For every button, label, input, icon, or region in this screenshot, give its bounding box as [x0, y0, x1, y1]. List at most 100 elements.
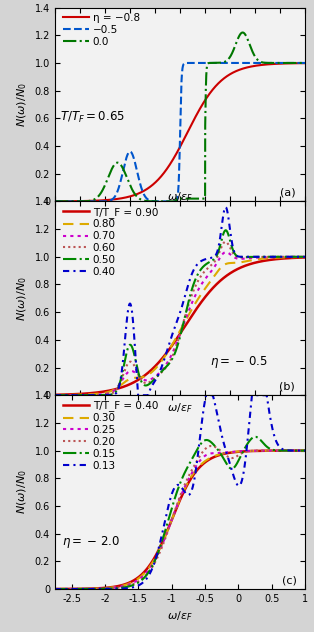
−0.5 — [283, 59, 287, 67]
η = −0.8 — [283, 59, 287, 67]
0.40 — [303, 253, 307, 260]
0.0 — [172, 198, 176, 205]
0.70 — [172, 346, 176, 353]
0.80 — [158, 359, 162, 367]
−0.5 — [172, 198, 176, 205]
0.15 — [283, 447, 287, 454]
0.15 — [158, 544, 162, 551]
T/T_F = 0.40 — [160, 539, 164, 547]
−0.5 — [296, 59, 300, 67]
Text: $T/T_F = 0.65$: $T/T_F = 0.65$ — [60, 110, 125, 125]
Text: $\eta = -\,0.5$: $\eta = -\,0.5$ — [210, 354, 268, 370]
0.50 — [224, 226, 228, 234]
0.40 — [296, 253, 300, 260]
0.13 — [158, 538, 162, 546]
Line: 0.25: 0.25 — [55, 451, 305, 589]
0.60 — [283, 253, 287, 260]
0.0 — [158, 198, 162, 205]
0.30 — [235, 448, 239, 456]
0.40 — [53, 391, 57, 399]
T/T_F = 0.90 — [158, 357, 162, 365]
0.70 — [53, 391, 57, 399]
0.80 — [235, 259, 239, 267]
T/T_F = 0.40 — [158, 544, 162, 551]
0.50 — [303, 253, 307, 260]
0.13 — [296, 447, 300, 454]
0.70 — [224, 248, 228, 256]
η = −0.8 — [53, 198, 57, 205]
η = −0.8 — [303, 59, 307, 67]
0.30 — [303, 447, 307, 454]
0.40 — [158, 367, 162, 375]
T/T_F = 0.90 — [283, 255, 287, 262]
Y-axis label: $N(\omega)/N_0$: $N(\omega)/N_0$ — [16, 470, 29, 514]
Legend: T/T_F = 0.90, 0.80, 0.70, 0.60, 0.50, 0.40: T/T_F = 0.90, 0.80, 0.70, 0.60, 0.50, 0.… — [63, 207, 158, 277]
0.50 — [235, 252, 239, 260]
0.25 — [158, 546, 162, 554]
Line: 0.30: 0.30 — [55, 451, 305, 589]
Line: 0.60: 0.60 — [55, 242, 305, 395]
0.70 — [296, 253, 300, 260]
Line: 0.20: 0.20 — [55, 446, 305, 589]
0.0 — [296, 59, 300, 67]
0.50 — [160, 367, 164, 375]
Line: −0.5: −0.5 — [55, 63, 305, 202]
0.0 — [160, 198, 164, 205]
−0.5 — [303, 59, 307, 67]
0.60 — [224, 238, 227, 246]
η = −0.8 — [158, 174, 162, 181]
0.50 — [296, 253, 300, 260]
Line: 0.40: 0.40 — [55, 207, 305, 395]
T/T_F = 0.40 — [172, 511, 176, 518]
0.40 — [136, 391, 140, 399]
0.20 — [303, 447, 307, 454]
0.70 — [303, 253, 307, 260]
0.40 — [235, 252, 239, 260]
Line: T/T_F = 0.40: T/T_F = 0.40 — [55, 451, 305, 589]
0.15 — [303, 447, 307, 454]
Text: $\omega/\varepsilon_F$: $\omega/\varepsilon_F$ — [167, 190, 192, 204]
Line: T/T_F = 0.90: T/T_F = 0.90 — [55, 257, 305, 395]
T/T_F = 0.40 — [235, 448, 239, 456]
T/T_F = 0.90 — [160, 355, 164, 362]
0.20 — [283, 447, 287, 454]
0.13 — [235, 480, 239, 488]
0.30 — [53, 585, 57, 593]
X-axis label: $\omega/\varepsilon_F$: $\omega/\varepsilon_F$ — [167, 609, 193, 623]
Line: 0.50: 0.50 — [55, 230, 305, 395]
0.20 — [296, 447, 300, 454]
0.50 — [53, 391, 57, 399]
0.30 — [160, 540, 164, 547]
0.25 — [160, 541, 164, 549]
0.20 — [235, 453, 239, 460]
−0.5 — [235, 59, 239, 67]
−0.5 — [53, 198, 57, 205]
Text: $\eta = -\,2.0$: $\eta = -\,2.0$ — [62, 533, 120, 550]
0.25 — [172, 510, 176, 518]
0.20 — [172, 510, 176, 518]
Legend: η = −0.8, −0.5, 0.0: η = −0.8, −0.5, 0.0 — [63, 13, 140, 47]
Text: (b): (b) — [279, 382, 295, 392]
0.15 — [53, 585, 57, 593]
Legend: T/T_F = 0.40, 0.30, 0.25, 0.20, 0.15, 0.13: T/T_F = 0.40, 0.30, 0.25, 0.20, 0.15, 0.… — [63, 401, 158, 471]
0.80 — [53, 391, 57, 399]
0.40 — [224, 204, 227, 211]
0.13 — [283, 446, 287, 454]
0.60 — [235, 253, 239, 260]
Line: η = −0.8: η = −0.8 — [55, 63, 305, 202]
0.60 — [158, 370, 162, 377]
0.60 — [303, 253, 307, 260]
Text: $\omega/\varepsilon_F$: $\omega/\varepsilon_F$ — [167, 401, 192, 415]
T/T_F = 0.90 — [172, 339, 176, 347]
Text: (c): (c) — [282, 576, 297, 585]
0.70 — [158, 368, 162, 376]
Line: 0.13: 0.13 — [55, 395, 305, 589]
0.13 — [172, 485, 176, 493]
0.25 — [295, 447, 299, 454]
0.25 — [235, 447, 239, 455]
−0.5 — [160, 198, 164, 205]
0.0 — [53, 198, 57, 205]
0.25 — [53, 585, 57, 593]
0.60 — [160, 368, 164, 375]
0.15 — [296, 447, 300, 454]
